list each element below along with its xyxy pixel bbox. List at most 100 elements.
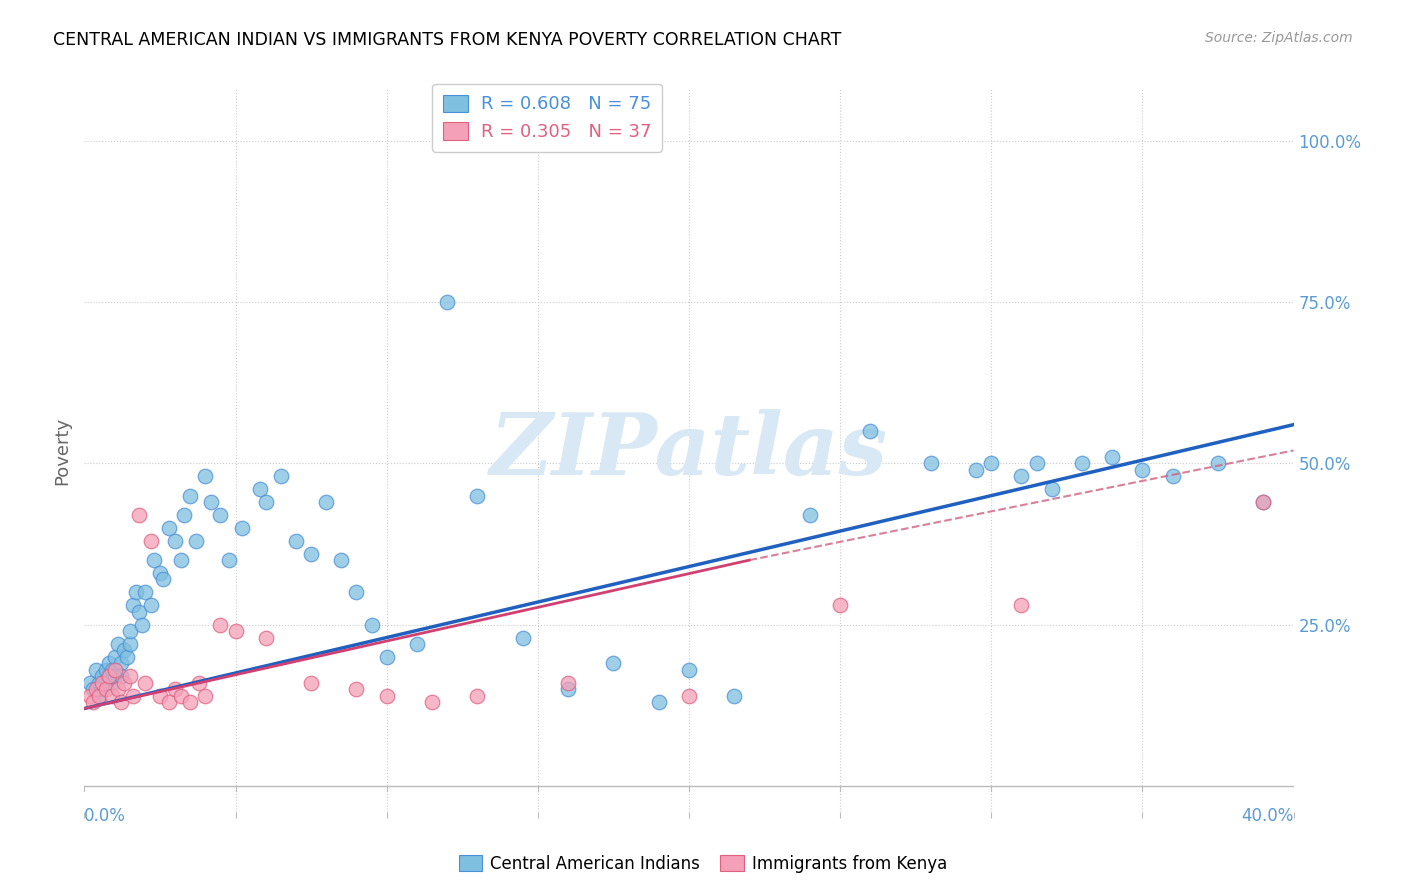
Point	[920, 456, 942, 470]
Point	[91, 675, 114, 690]
Point	[231, 521, 253, 535]
Point	[79, 689, 101, 703]
Point	[89, 675, 111, 690]
Point	[110, 669, 132, 683]
Point	[139, 533, 162, 548]
Point	[859, 424, 882, 438]
Point	[118, 637, 141, 651]
Point	[149, 689, 172, 703]
Point	[200, 495, 222, 509]
Point	[467, 689, 489, 703]
Point	[128, 508, 150, 522]
Point	[1011, 599, 1033, 613]
Point	[152, 573, 174, 587]
Point	[330, 553, 353, 567]
Point	[157, 695, 180, 709]
Point	[467, 489, 489, 503]
Point	[107, 637, 129, 651]
Point	[112, 675, 135, 690]
Point	[134, 675, 156, 690]
Point	[602, 657, 624, 671]
Point	[157, 521, 180, 535]
Point	[110, 657, 132, 671]
Point	[1161, 469, 1184, 483]
Point	[104, 663, 127, 677]
Point	[186, 533, 208, 548]
Point	[128, 605, 150, 619]
Point	[125, 585, 148, 599]
Point	[134, 585, 156, 599]
Point	[678, 663, 700, 677]
Point	[91, 682, 114, 697]
Text: CENTRAL AMERICAN INDIAN VS IMMIGRANTS FROM KENYA POVERTY CORRELATION CHART: CENTRAL AMERICAN INDIAN VS IMMIGRANTS FR…	[53, 31, 842, 49]
Point	[142, 553, 165, 567]
Legend: Central American Indians, Immigrants from Kenya: Central American Indians, Immigrants fro…	[453, 848, 953, 880]
Point	[107, 682, 129, 697]
Point	[1253, 495, 1275, 509]
Point	[375, 649, 398, 664]
Point	[91, 669, 114, 683]
Point	[1130, 463, 1153, 477]
Point	[165, 682, 187, 697]
Point	[557, 675, 579, 690]
Point	[121, 599, 143, 613]
Point	[149, 566, 172, 580]
Point	[1011, 469, 1033, 483]
Point	[648, 695, 671, 709]
Point	[79, 675, 101, 690]
Point	[89, 689, 111, 703]
Point	[346, 585, 368, 599]
Point	[173, 508, 195, 522]
Point	[100, 689, 122, 703]
Point	[94, 663, 117, 677]
Point	[678, 689, 700, 703]
Text: ZIPatlas: ZIPatlas	[489, 409, 889, 492]
Point	[360, 617, 382, 632]
Point	[179, 695, 201, 709]
Text: 40.0%: 40.0%	[1241, 806, 1294, 824]
Point	[723, 689, 745, 703]
Point	[299, 547, 322, 561]
Point	[188, 675, 211, 690]
Legend: R = 0.608   N = 75, R = 0.305   N = 37: R = 0.608 N = 75, R = 0.305 N = 37	[432, 84, 662, 152]
Point	[254, 495, 277, 509]
Point	[980, 456, 1002, 470]
Text: 0.0%: 0.0%	[84, 806, 127, 824]
Point	[209, 617, 232, 632]
Point	[94, 675, 117, 690]
Point	[1040, 482, 1063, 496]
Point	[89, 689, 111, 703]
Point	[1206, 456, 1229, 470]
Point	[346, 682, 368, 697]
Point	[118, 624, 141, 639]
Point	[1071, 456, 1094, 470]
Point	[112, 643, 135, 657]
Point	[406, 637, 429, 651]
Point	[104, 669, 127, 683]
Text: Source: ZipAtlas.com: Source: ZipAtlas.com	[1205, 31, 1353, 45]
Point	[118, 669, 141, 683]
Point	[139, 599, 162, 613]
Point	[165, 533, 187, 548]
Point	[194, 469, 217, 483]
Point	[375, 689, 398, 703]
Point	[249, 482, 271, 496]
Point	[194, 689, 217, 703]
Point	[100, 675, 122, 690]
Point	[97, 669, 120, 683]
Point	[225, 624, 247, 639]
Point	[100, 663, 122, 677]
Point	[299, 675, 322, 690]
Point	[121, 689, 143, 703]
Point	[799, 508, 821, 522]
Point	[209, 508, 232, 522]
Point	[97, 669, 120, 683]
Y-axis label: Poverty: Poverty	[53, 417, 72, 484]
Point	[82, 695, 104, 709]
Point	[965, 463, 987, 477]
Point	[1025, 456, 1047, 470]
Point	[436, 295, 458, 310]
Point	[557, 682, 579, 697]
Point	[315, 495, 337, 509]
Point	[82, 682, 104, 697]
